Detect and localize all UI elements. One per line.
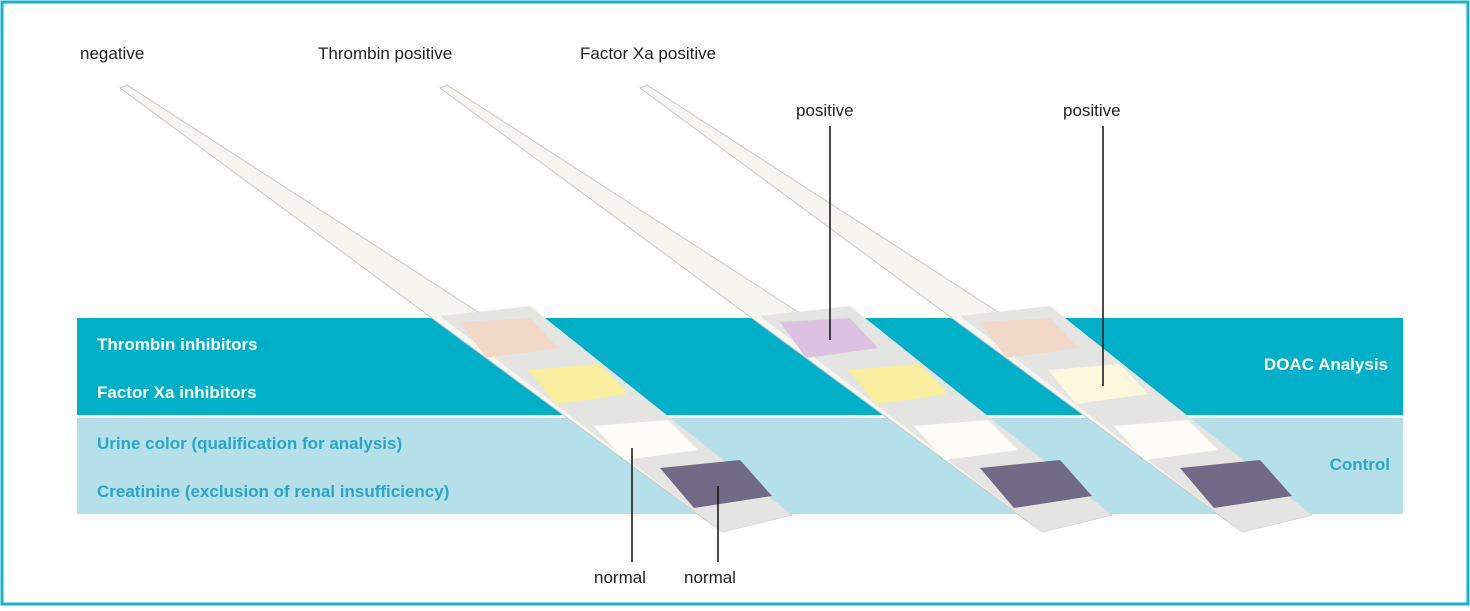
band-title: DOAC Analysis [1264, 355, 1388, 374]
band-row: Thrombin inhibitors [97, 335, 258, 354]
band-row: Urine color (qualification for analysis) [97, 434, 402, 453]
strip-label: Factor Xa positive [580, 44, 716, 63]
diagram: negative Thrombin positive Factor Xa pos… [0, 0, 1470, 606]
page: negative Thrombin positive Factor Xa pos… [0, 0, 1470, 611]
strip-label: Thrombin positive [318, 44, 452, 63]
band-title: Control [1330, 455, 1390, 474]
pad-label: normal [594, 568, 646, 587]
pad-label: positive [796, 101, 854, 120]
strip-label: negative [80, 44, 144, 63]
analysis-band [77, 318, 1403, 415]
pad-label: positive [1063, 101, 1121, 120]
band-row: Factor Xa inhibitors [97, 383, 257, 402]
band-row: Creatinine (exclusion of renal insuffici… [97, 482, 449, 501]
pad-label: normal [684, 568, 736, 587]
